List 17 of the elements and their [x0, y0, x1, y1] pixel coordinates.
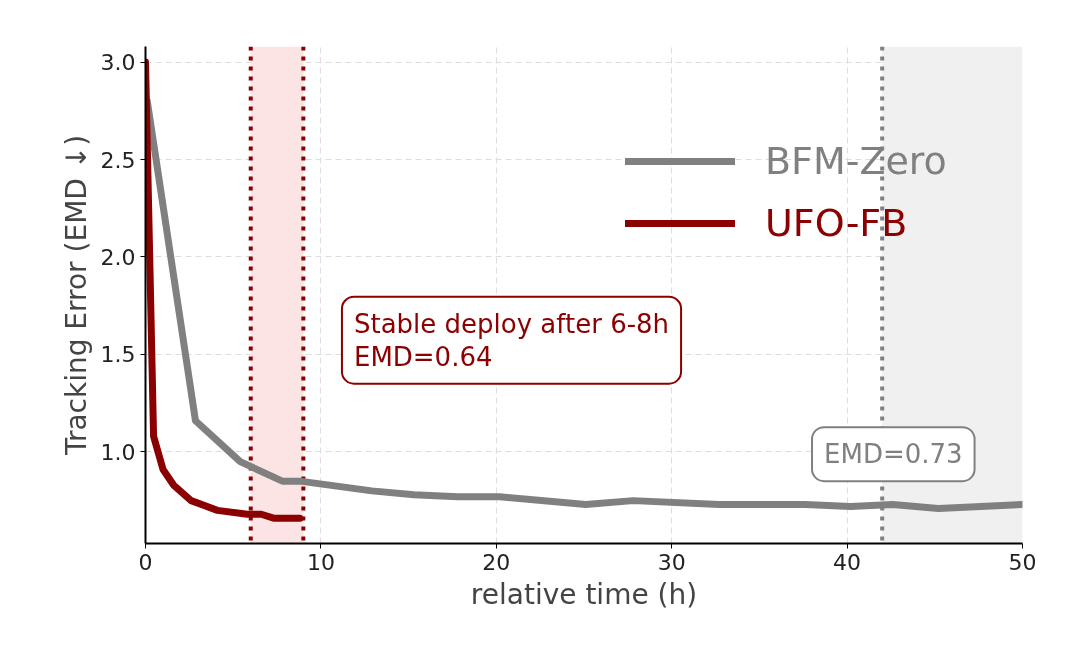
x-tick-label: 0: [138, 549, 153, 575]
x-tick-label: 10: [306, 549, 335, 575]
x-axis-title: relative time (h): [470, 577, 698, 611]
legend-label: BFM-Zero: [765, 139, 947, 183]
y-tick-label: 2.5: [100, 147, 136, 173]
annotation: EMD=0.73: [824, 439, 963, 470]
annotation: Stable deploy after 6-8h EMD=0.64: [353, 308, 670, 372]
y-tick-label: 3.0: [100, 50, 136, 76]
x-tick-label: 40: [833, 549, 862, 575]
y-tick-label: 2.0: [100, 244, 136, 270]
x-tick-label: 30: [657, 549, 686, 575]
x-tick-label: 50: [1008, 549, 1037, 575]
x-tick-label: 20: [482, 549, 511, 575]
y-tick-label: 1.0: [100, 439, 136, 465]
legend-label: UFO-FB: [765, 201, 908, 245]
y-tick-label: 1.5: [100, 342, 136, 368]
y-axis-title: Tracking Error (EMD ↓): [59, 134, 93, 457]
